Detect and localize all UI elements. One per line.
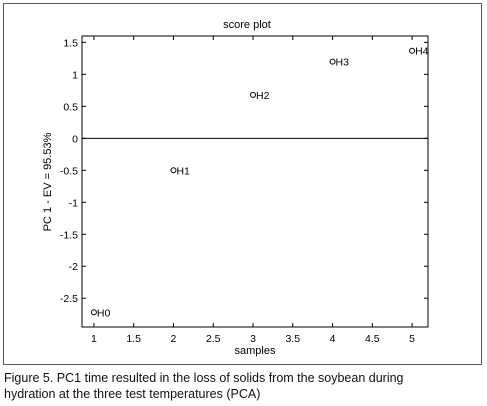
x-axis-ticks: 1 1.5 2 2.5 3 3.5 4 4.5 5 [91,36,415,345]
y-tick-label: 1 [72,69,78,81]
point-label-h1: H1 [176,165,190,177]
point-marker-h4 [409,47,416,54]
y-tick-label: -2.5 [60,293,78,305]
chart-title: score plot [223,19,271,31]
x-tick-label: 1.5 [126,333,141,345]
figure-frame: score plot 1 1.5 2 2.5 3 3.5 4 4.5 5 1.5 1 0.5 0 -0.… [3,3,482,365]
y-tick-label: -1 [69,197,78,209]
y-tick-label: 0.5 [63,101,78,113]
point-marker-h3 [329,58,336,65]
caption-line-2: hydration at the three test temperatures… [4,387,261,401]
point-label-h0: H0 [97,307,111,319]
y-tick-label: -1.5 [60,229,78,241]
x-tick-label: 2.5 [206,333,221,345]
figure-caption: Figure 5. PC1 time resulted in the loss … [4,370,482,402]
point-label-h2: H2 [256,90,270,102]
x-tick-label: 2 [171,333,177,345]
point-marker-h1 [170,167,177,174]
x-tick-label: 1 [91,333,97,345]
x-tick-label: 4.5 [365,333,380,345]
data-points: H0 H1 H2 H3 H4 [90,46,429,319]
y-tick-label: 1.5 [63,37,78,49]
x-axis-label: samples [235,345,276,357]
y-tick-label: -2 [69,261,78,273]
y-axis-ticks: 1.5 1 0.5 0 -0.5 -1 -1.5 -2 -2.5 [60,37,428,305]
x-tick-label: 4 [330,333,336,345]
plot-area [81,35,429,328]
y-axis-label: PC 1 - EV = 95.53% [42,132,54,231]
y-tick-label: -0.5 [60,165,78,177]
point-marker-h0 [90,309,97,316]
y-tick-label: 0 [72,133,78,145]
x-tick-label: 5 [409,333,415,345]
caption-line-1: Figure 5. PC1 time resulted in the loss … [4,371,404,385]
point-label-h4: H4 [415,46,429,58]
x-tick-label: 3 [250,333,256,345]
score-plot-chart: score plot 1 1.5 2 2.5 3 3.5 4 4.5 5 1.5 1 0.5 0 -0.… [42,19,429,357]
point-label-h3: H3 [336,57,350,69]
x-tick-label: 3.5 [285,333,300,345]
point-marker-h2 [250,91,257,98]
